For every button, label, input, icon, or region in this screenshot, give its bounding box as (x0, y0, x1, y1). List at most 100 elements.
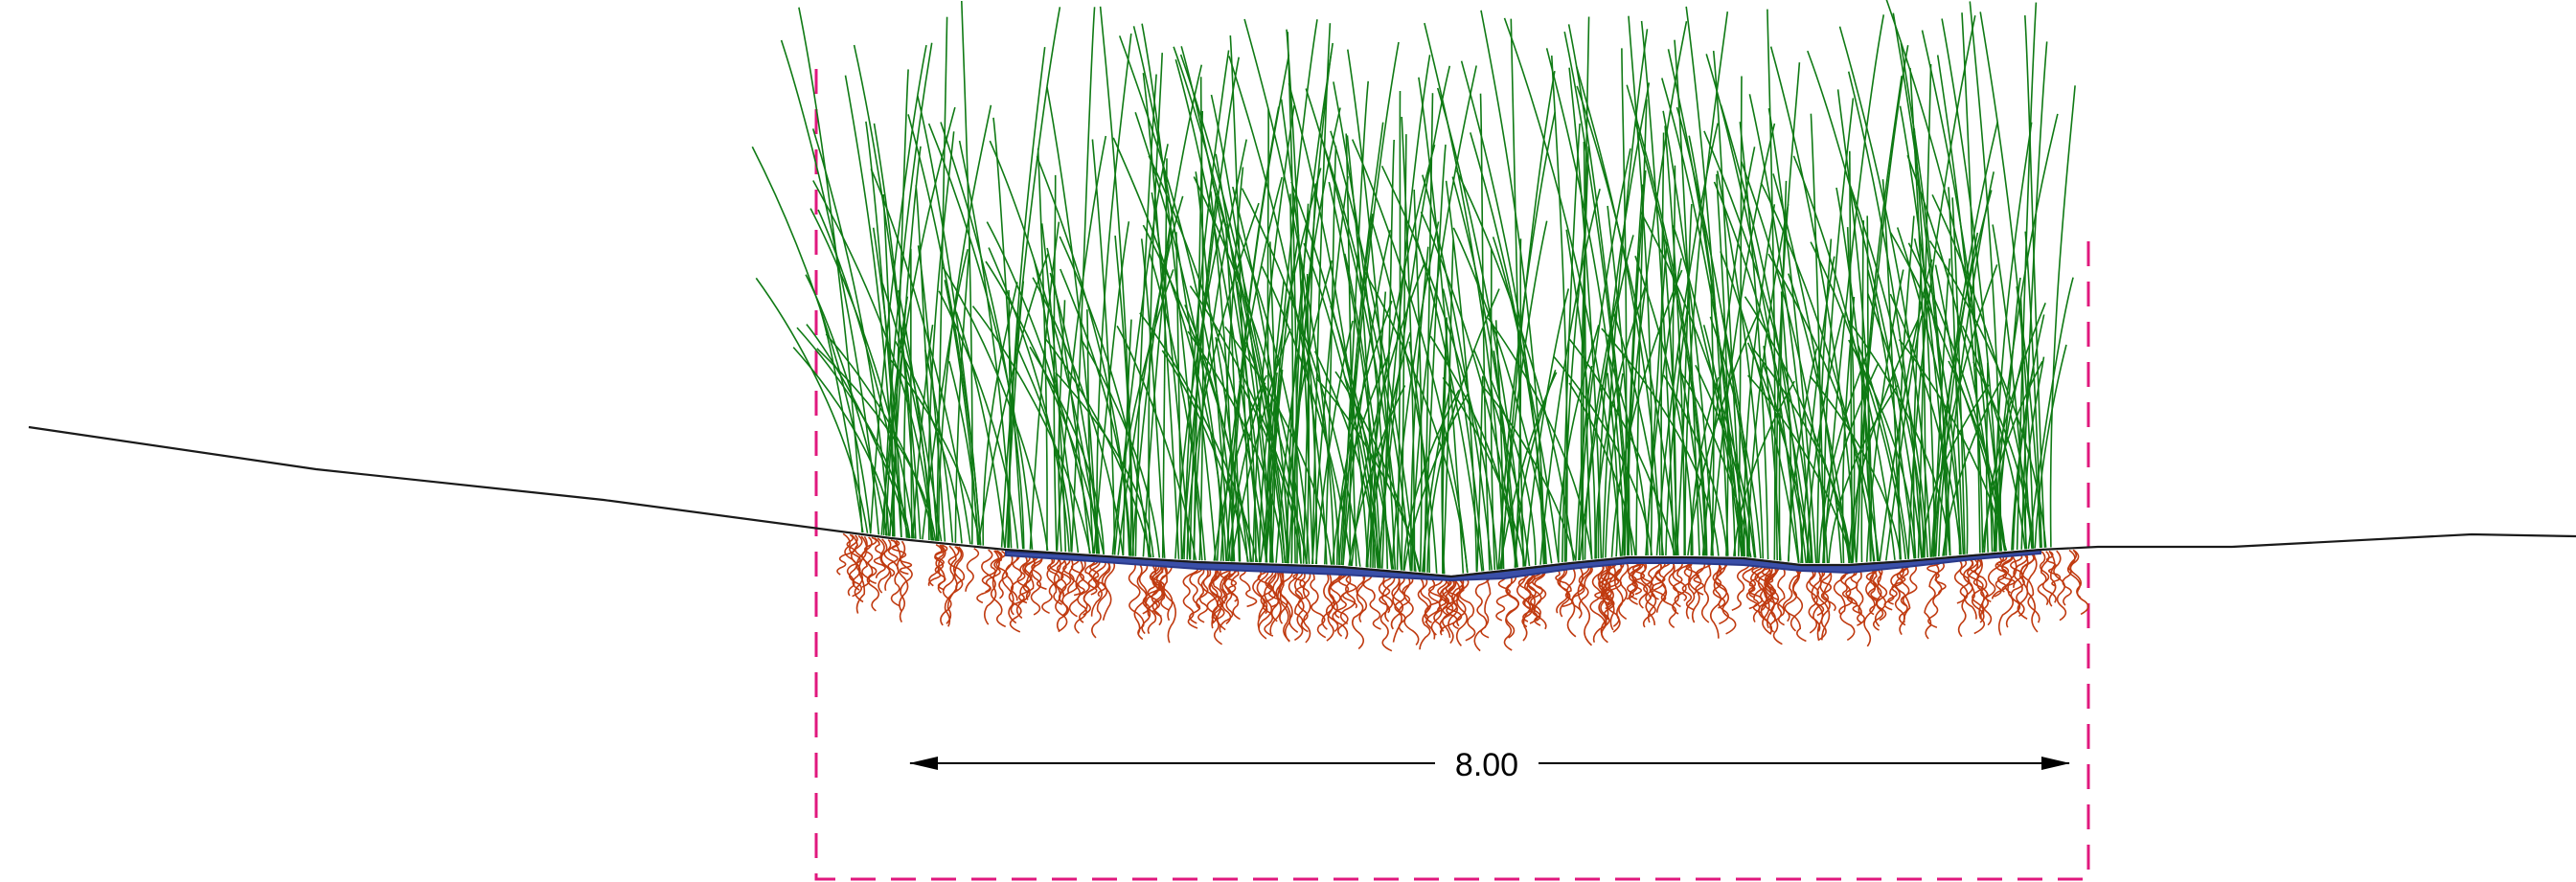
root-strand (1456, 576, 1470, 627)
root-strand (1270, 565, 1280, 622)
grass-blade (1451, 176, 1517, 568)
grass-blade (1494, 320, 1504, 570)
root-strand (1589, 560, 1612, 629)
grass-blade (1942, 379, 2002, 556)
root-strand (1742, 560, 1761, 623)
planting-boundary (814, 69, 2090, 881)
root-strand (1275, 566, 1299, 633)
root-strand (1437, 577, 1448, 613)
root-strand (1288, 566, 1305, 642)
grass-blade (1142, 73, 1180, 559)
root-strand (1681, 558, 1696, 611)
root-strand (1900, 562, 1910, 607)
root-strand (1297, 567, 1311, 633)
root-strand (1440, 577, 1458, 636)
grass-blade (1741, 161, 1829, 564)
root-strand (1578, 562, 1593, 612)
grass-blade (1228, 56, 1328, 565)
root-strand (1309, 567, 1327, 639)
grass-blade (1229, 35, 1252, 562)
grass-blade (1265, 19, 1318, 563)
root-strand (1352, 570, 1365, 650)
grass-blade (1033, 259, 1080, 554)
grass-blade (1037, 147, 1048, 551)
grass-blade (1835, 187, 1879, 562)
grass-blade (1892, 12, 1951, 556)
grass-blade (1545, 48, 1625, 556)
grass-blade (1313, 351, 1376, 569)
root-strand (1197, 563, 1209, 623)
grass-blade (1422, 174, 1493, 571)
root-strand (1457, 577, 1476, 642)
grass-blade (1117, 195, 1184, 555)
grass-blade (1584, 291, 1619, 560)
root-strand (1600, 560, 1610, 638)
grass-blade (1198, 77, 1204, 561)
grass-blade (1490, 248, 1496, 571)
grass-blade (1377, 65, 1451, 569)
grass-blade (1597, 82, 1651, 559)
grass-blade (2024, 231, 2042, 548)
grass-blade (1445, 180, 1478, 573)
grass-blade (1396, 90, 1402, 571)
root-strand (1212, 564, 1231, 645)
root-strand (1526, 569, 1547, 630)
grass-blade (1739, 122, 1769, 560)
grass-blade (1575, 365, 1593, 561)
grass-blade (1713, 181, 1811, 564)
grass-blade (1866, 292, 1926, 558)
root-strand (1556, 565, 1569, 614)
root-strand (1258, 566, 1277, 640)
grass-blade (1093, 221, 1130, 554)
root-strand (1128, 559, 1145, 641)
root-strand (928, 544, 945, 587)
grass-blade (1175, 232, 1183, 560)
root-strand (2017, 553, 2029, 621)
grass-blade (1215, 153, 1257, 563)
grass-blade (1142, 215, 1174, 557)
root-strand (1417, 575, 1432, 623)
grass-blade (1602, 29, 1649, 558)
grass-blade (1056, 135, 1107, 552)
root-strand (940, 545, 957, 626)
root-strand (1321, 567, 1335, 630)
root-strand (1220, 564, 1240, 604)
root-strand (1614, 559, 1628, 621)
root-strand (2053, 550, 2067, 622)
grass-blade (1418, 77, 1465, 574)
grass-blade (1931, 193, 2035, 549)
grass-blade (1747, 374, 1854, 564)
grass-blade (1748, 94, 1812, 564)
root-strand (994, 550, 1009, 599)
grass-blade (1213, 374, 1267, 561)
grass-blade (1470, 132, 1547, 565)
grass-blade (2034, 344, 2067, 549)
grass-blade (938, 290, 1019, 549)
root-strand (1530, 568, 1545, 626)
root-strand (1030, 553, 1043, 616)
grass-blade (1000, 7, 1061, 548)
grass-blade (812, 180, 932, 541)
grass-blade (1961, 12, 1981, 554)
root-strand (1731, 559, 1750, 611)
root-strand (1378, 571, 1394, 622)
grass-blade (780, 39, 880, 535)
grass-blade (1290, 181, 1381, 569)
grass-blade (1342, 230, 1392, 566)
grass-blade (1601, 328, 1720, 556)
grass-blade (1767, 107, 1817, 564)
grass-blade (872, 227, 902, 538)
grass-blade (1510, 18, 1524, 567)
grass-blade (2027, 277, 2074, 550)
grass-blade (1687, 307, 1762, 556)
grass-blade (1672, 225, 1744, 557)
grass-blade (1994, 277, 2021, 553)
root-strand (1806, 566, 1825, 617)
root-strand (1927, 560, 1943, 629)
root-strand (984, 550, 1001, 625)
grass-blade (1695, 364, 1748, 557)
grass-blade (1720, 251, 1800, 563)
grass-blade (1885, 315, 1923, 561)
root-strand (2039, 551, 2057, 603)
